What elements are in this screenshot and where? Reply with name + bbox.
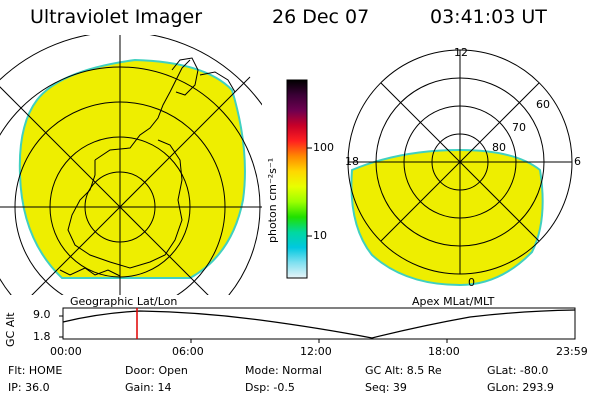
colorbar-tick-10: 10 (313, 229, 327, 242)
meridian-line (119, 206, 209, 295)
mlt-label-left: 18 (345, 155, 359, 168)
info-seq: Seq: 39 (365, 381, 407, 394)
meridian-line (31, 206, 121, 295)
info-glon: GLon: 293.9 (487, 381, 554, 394)
altitude-frame (62, 307, 576, 340)
info-flt: Flt: HOME (8, 364, 63, 377)
colorbar-label: photon cm⁻²s⁻¹ (266, 157, 279, 243)
time-label: 03:41:03 UT (430, 6, 547, 28)
coastline (67, 59, 191, 269)
left-map-caption: Geographic Lat/Lon (70, 295, 178, 308)
mlat-label-80: 80 (492, 141, 506, 154)
meridian-line (0, 86, 121, 208)
xtick-0000: 00:00 (50, 345, 82, 358)
altitude-ylabel: GC Alt (4, 312, 17, 347)
info-gain: Gain: 14 (125, 381, 172, 394)
colorbar (286, 79, 312, 279)
altitude-ytick-high: 9.0 (33, 308, 51, 321)
mlat-label-70: 70 (512, 121, 526, 134)
geographic-map (0, 35, 262, 295)
coastline (59, 267, 121, 277)
mlt-label-bottom: 0 (468, 276, 475, 289)
colorbar-fill (287, 80, 307, 278)
mlt-label-top: 12 (454, 46, 468, 59)
aurora-emission-right (350, 148, 544, 287)
info-ip: IP: 36.0 (8, 381, 50, 394)
altitude-curve (62, 309, 576, 339)
info-glat: GLat: -80.0 (487, 364, 549, 377)
altitude-ytick-low: 1.8 (33, 330, 51, 343)
info-door: Door: Open (125, 364, 188, 377)
xtick-2359: 23:59 (556, 345, 588, 358)
mlat-label-60: 60 (536, 98, 550, 111)
xtick-0600: 06:00 (172, 345, 204, 358)
altitude-plot (59, 307, 576, 343)
info-dsp: Dsp: -0.5 (245, 381, 295, 394)
mlt-line (380, 82, 540, 242)
right-map-caption: Apex MLat/MLT (412, 295, 495, 308)
mlt-label-right: 6 (574, 155, 581, 168)
colorbar-tick-100: 100 (313, 141, 334, 154)
info-mode: Mode: Normal (245, 364, 322, 377)
xtick-1800: 18:00 (428, 345, 460, 358)
aurora-emission-left (18, 58, 246, 279)
meridian-line (119, 76, 251, 208)
coastline (199, 71, 236, 93)
xtick-1200: 12:00 (300, 345, 332, 358)
coastline (171, 57, 199, 96)
info-gc-alt: GC Alt: 8.5 Re (365, 364, 442, 377)
magnetic-map (347, 49, 573, 287)
colorbar-frame (286, 79, 308, 279)
date-label: 26 Dec 07 (272, 6, 370, 28)
app-title: Ultraviolet Imager (30, 6, 203, 28)
